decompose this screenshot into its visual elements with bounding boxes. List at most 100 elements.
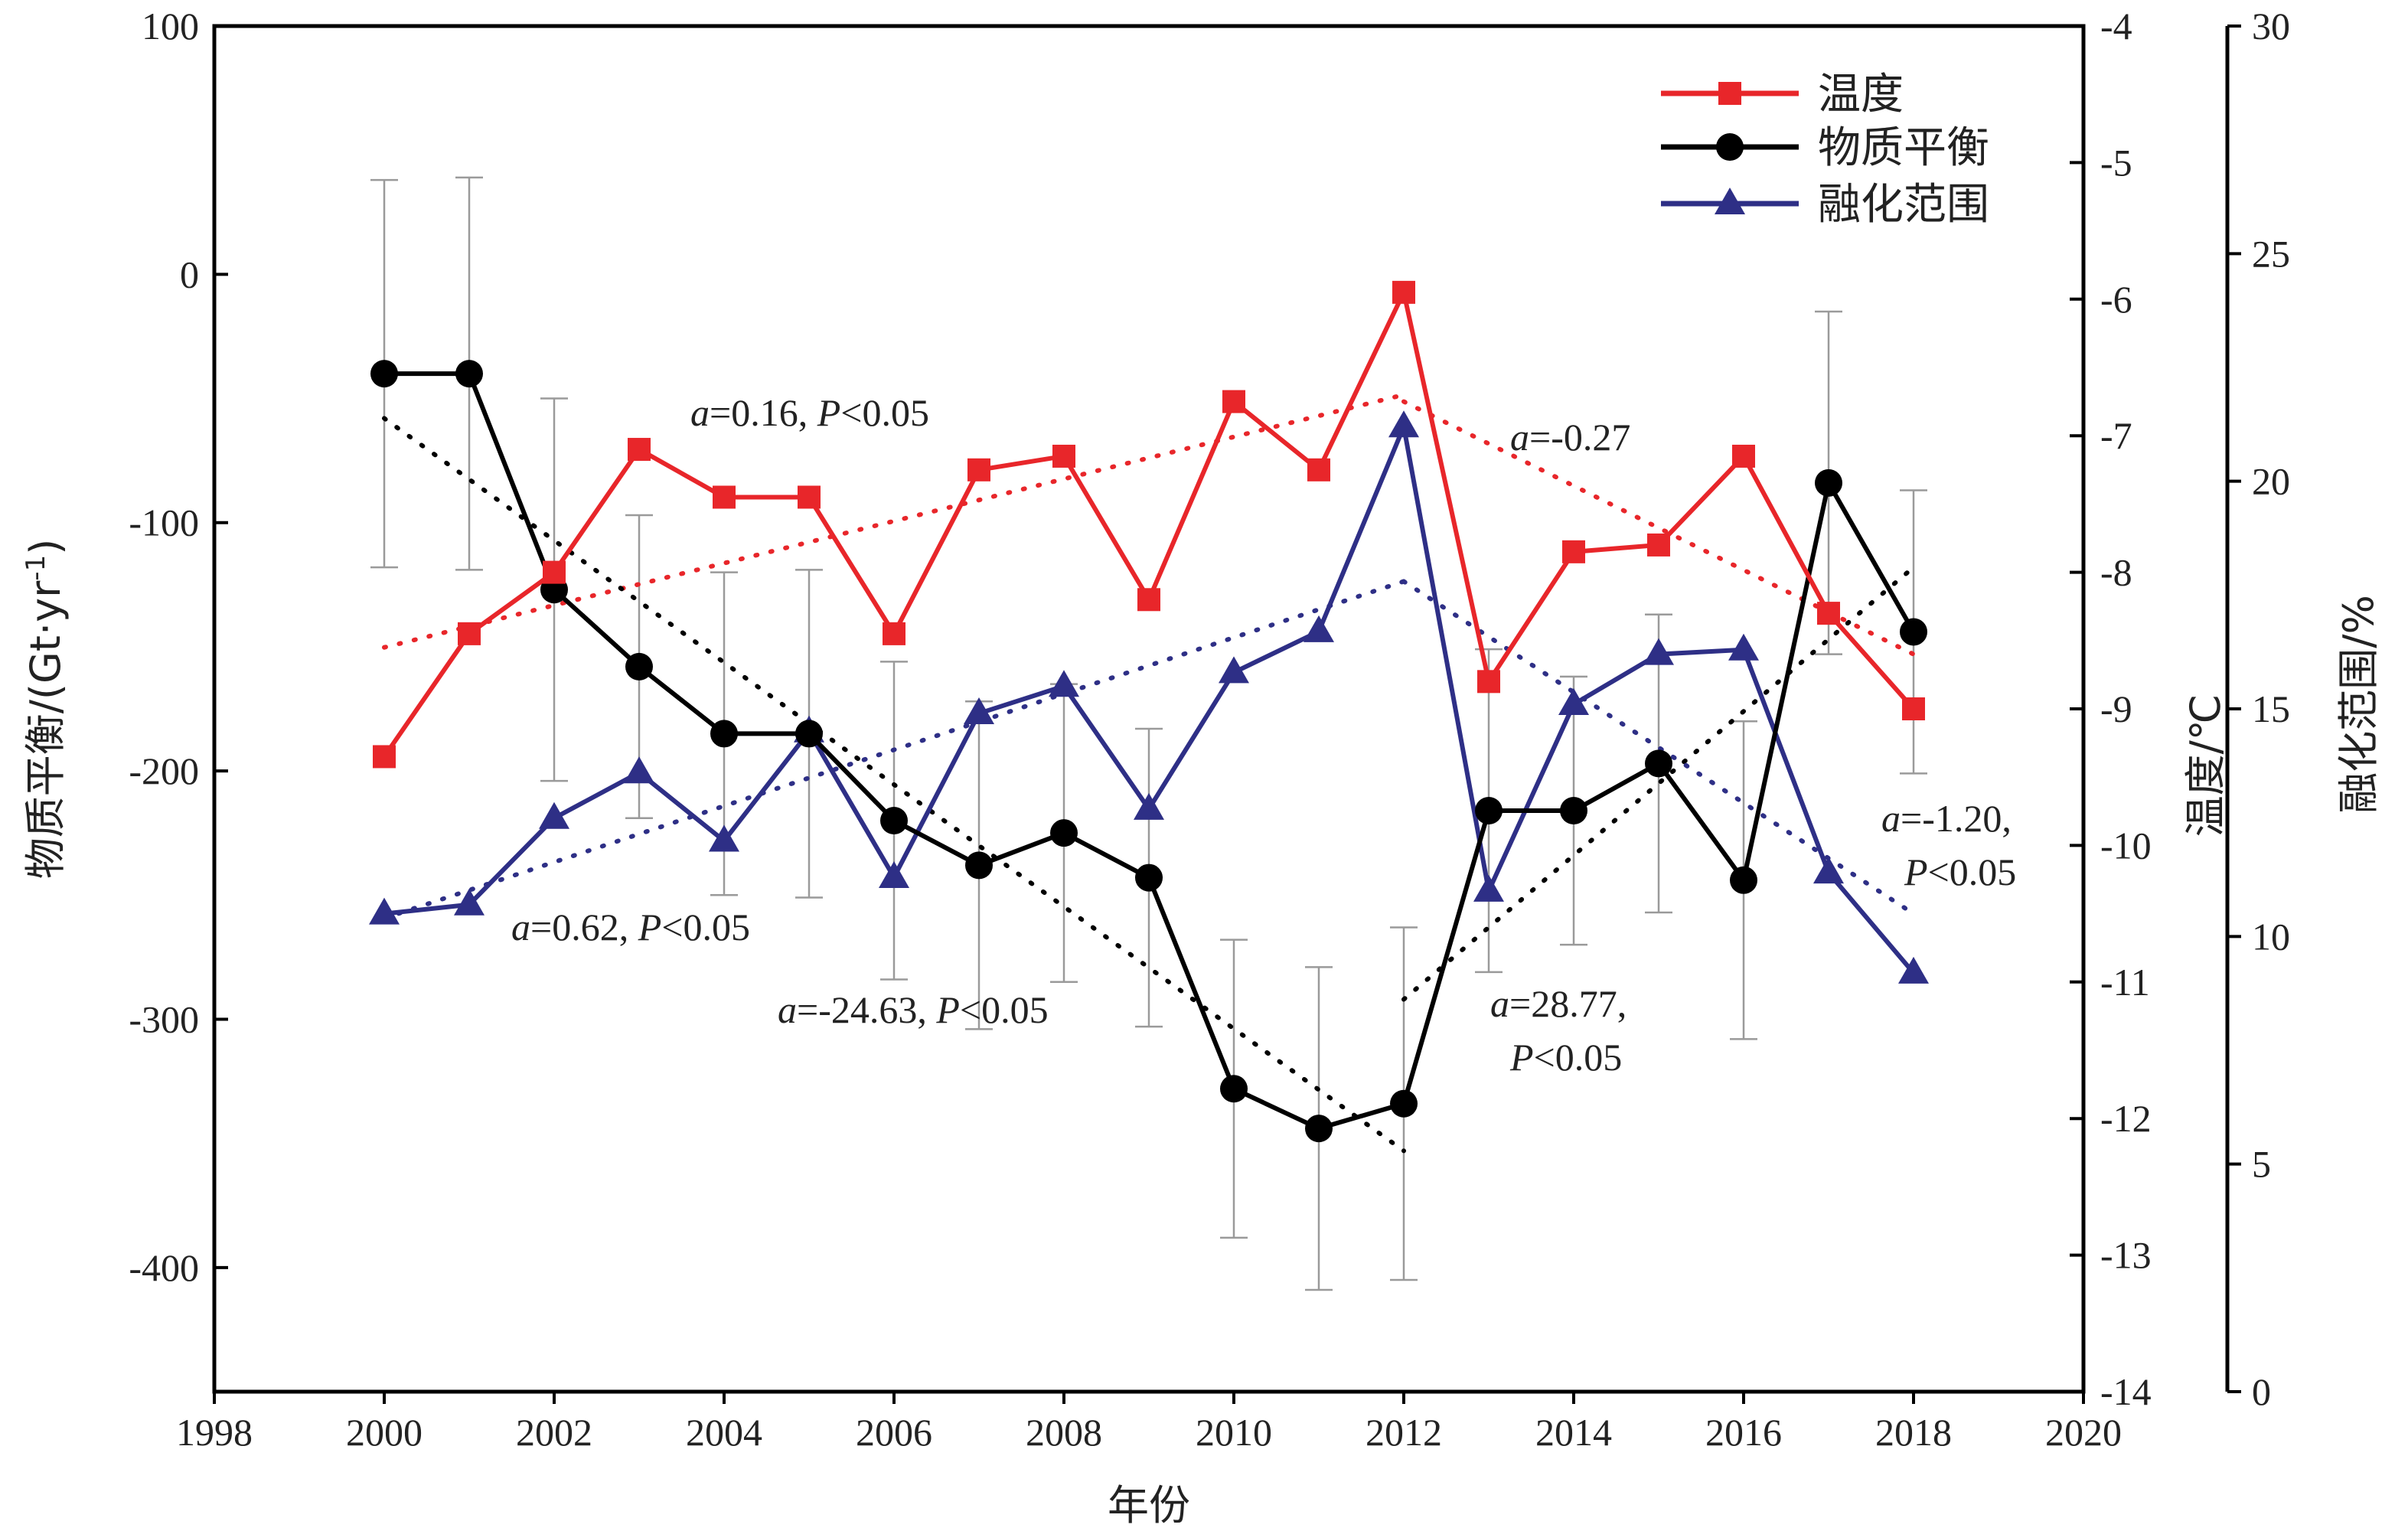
temp-tick-label: -12 xyxy=(2100,1097,2152,1140)
x-tick-label: 2014 xyxy=(1535,1411,1612,1454)
temp-tick-label: -7 xyxy=(2100,414,2132,457)
left-tick-label: -300 xyxy=(129,997,199,1040)
data-series xyxy=(369,280,1929,1143)
legend-label: 融化范围 xyxy=(1818,180,1989,230)
data-point xyxy=(1732,444,1755,468)
melt-tick-label: 30 xyxy=(2252,5,2290,47)
data-point xyxy=(1477,670,1500,694)
data-point xyxy=(795,720,823,748)
x-tick-label: 2000 xyxy=(346,1411,423,1454)
data-point xyxy=(628,438,651,462)
temp-tick-label: -4 xyxy=(2100,5,2132,47)
data-point xyxy=(709,824,739,852)
data-point xyxy=(1558,688,1589,716)
left-tick-label: 100 xyxy=(142,5,199,47)
melt-axis-title: 融化范围/% xyxy=(2335,595,2383,814)
temp-tick-label: -14 xyxy=(2100,1370,2152,1413)
trend-annotation: P<0.05 xyxy=(1904,850,2016,893)
trend-annotation: a=0.62, P<0.05 xyxy=(511,906,750,948)
data-point xyxy=(1305,1115,1333,1143)
trend-line xyxy=(382,579,1406,921)
data-point xyxy=(543,560,566,584)
data-point xyxy=(880,806,908,834)
data-point xyxy=(625,652,653,681)
data-point xyxy=(1643,638,1674,665)
trend-line xyxy=(382,416,1406,1154)
data-point xyxy=(455,360,483,388)
data-point xyxy=(1052,444,1075,468)
data-point xyxy=(1730,866,1757,894)
data-point xyxy=(964,697,994,724)
data-point xyxy=(1134,792,1164,820)
data-point xyxy=(883,622,905,645)
temp-tick-label: -5 xyxy=(2100,141,2132,184)
legend-label: 物质平衡 xyxy=(1818,123,1989,173)
legend-label: 温度 xyxy=(1818,70,1904,119)
data-point xyxy=(1728,633,1759,661)
data-point xyxy=(1050,819,1078,847)
left-y-axis: 100 0 -100 -200 -300 -400 物质平衡/(Gt·yr-1) xyxy=(21,5,228,1289)
temperature-y-axis: -4 -5 -6 -7 -8 -9 -10 -11 -12 -13 -14 温度/℃ xyxy=(2070,5,2230,1413)
data-point xyxy=(1645,749,1672,778)
x-tick-label: 2010 xyxy=(1196,1411,1272,1454)
temp-tick-label: -9 xyxy=(2100,687,2132,730)
data-point xyxy=(1304,615,1334,642)
plot-frame xyxy=(212,24,2230,1394)
temp-axis-title: 温度/℃ xyxy=(2181,694,2230,837)
left-tick-label: -200 xyxy=(129,749,199,792)
x-tick-label: 1998 xyxy=(176,1411,253,1454)
x-axis: 1998 2000 2002 2004 2006 2008 2010 2012 2014 2016… xyxy=(176,1392,2122,1529)
trend-annotation: a=0.16, P<0.05 xyxy=(690,391,929,434)
left-tick-label: -400 xyxy=(129,1246,199,1289)
data-point xyxy=(1390,1089,1418,1118)
data-point xyxy=(1307,458,1330,481)
data-point xyxy=(1475,796,1503,824)
data-point xyxy=(1815,468,1842,497)
melt-tick-label: 25 xyxy=(2252,232,2290,275)
data-point xyxy=(1813,857,1844,884)
data-point xyxy=(458,622,481,645)
data-point xyxy=(369,897,400,925)
trend-annotation: a=28.77, xyxy=(1490,982,1627,1025)
trend-annotation: P<0.05 xyxy=(1509,1036,1622,1079)
temp-tick-label: -13 xyxy=(2100,1234,2152,1277)
data-point xyxy=(624,756,654,784)
data-point xyxy=(1902,697,1925,720)
left-axis-title: 物质平衡/(Gt·yr-1) xyxy=(21,539,70,880)
left-tick-label: 0 xyxy=(180,253,199,295)
data-point xyxy=(1647,533,1670,557)
data-point xyxy=(454,888,485,916)
x-tick-label: 2008 xyxy=(1026,1411,1102,1454)
melt-tick-label: 15 xyxy=(2252,687,2290,730)
data-point xyxy=(1900,618,1927,646)
x-tick-label: 2018 xyxy=(1875,1411,1952,1454)
x-tick-label: 2006 xyxy=(856,1411,932,1454)
data-point xyxy=(713,485,736,509)
melt-tick-label: 20 xyxy=(2252,460,2290,503)
data-point xyxy=(710,720,738,748)
x-tick-label: 2020 xyxy=(2045,1411,2122,1454)
data-point xyxy=(1388,410,1419,438)
legend-marker xyxy=(1716,133,1744,161)
x-tick-label: 2004 xyxy=(686,1411,762,1454)
data-point xyxy=(1135,863,1163,892)
data-point xyxy=(798,485,821,509)
x-tick-label: 2016 xyxy=(1705,1411,1782,1454)
plot-border xyxy=(212,24,2086,1394)
data-point xyxy=(1560,796,1587,824)
temp-tick-label: -6 xyxy=(2100,278,2132,321)
data-point xyxy=(1392,280,1415,304)
data-point xyxy=(539,801,569,829)
trend-line xyxy=(382,392,1406,650)
data-point xyxy=(879,861,909,889)
temp-tick-label: -11 xyxy=(2100,961,2150,1004)
x-axis-title: 年份 xyxy=(1108,1481,1190,1529)
data-point xyxy=(1562,540,1585,563)
trend-annotation: a=-1.20, xyxy=(1881,797,2012,840)
data-point xyxy=(1898,956,1929,984)
data-point xyxy=(1473,874,1504,902)
temp-tick-label: -8 xyxy=(2100,551,2132,594)
data-point xyxy=(1222,390,1245,413)
melt-tick-label: 0 xyxy=(2252,1370,2271,1413)
